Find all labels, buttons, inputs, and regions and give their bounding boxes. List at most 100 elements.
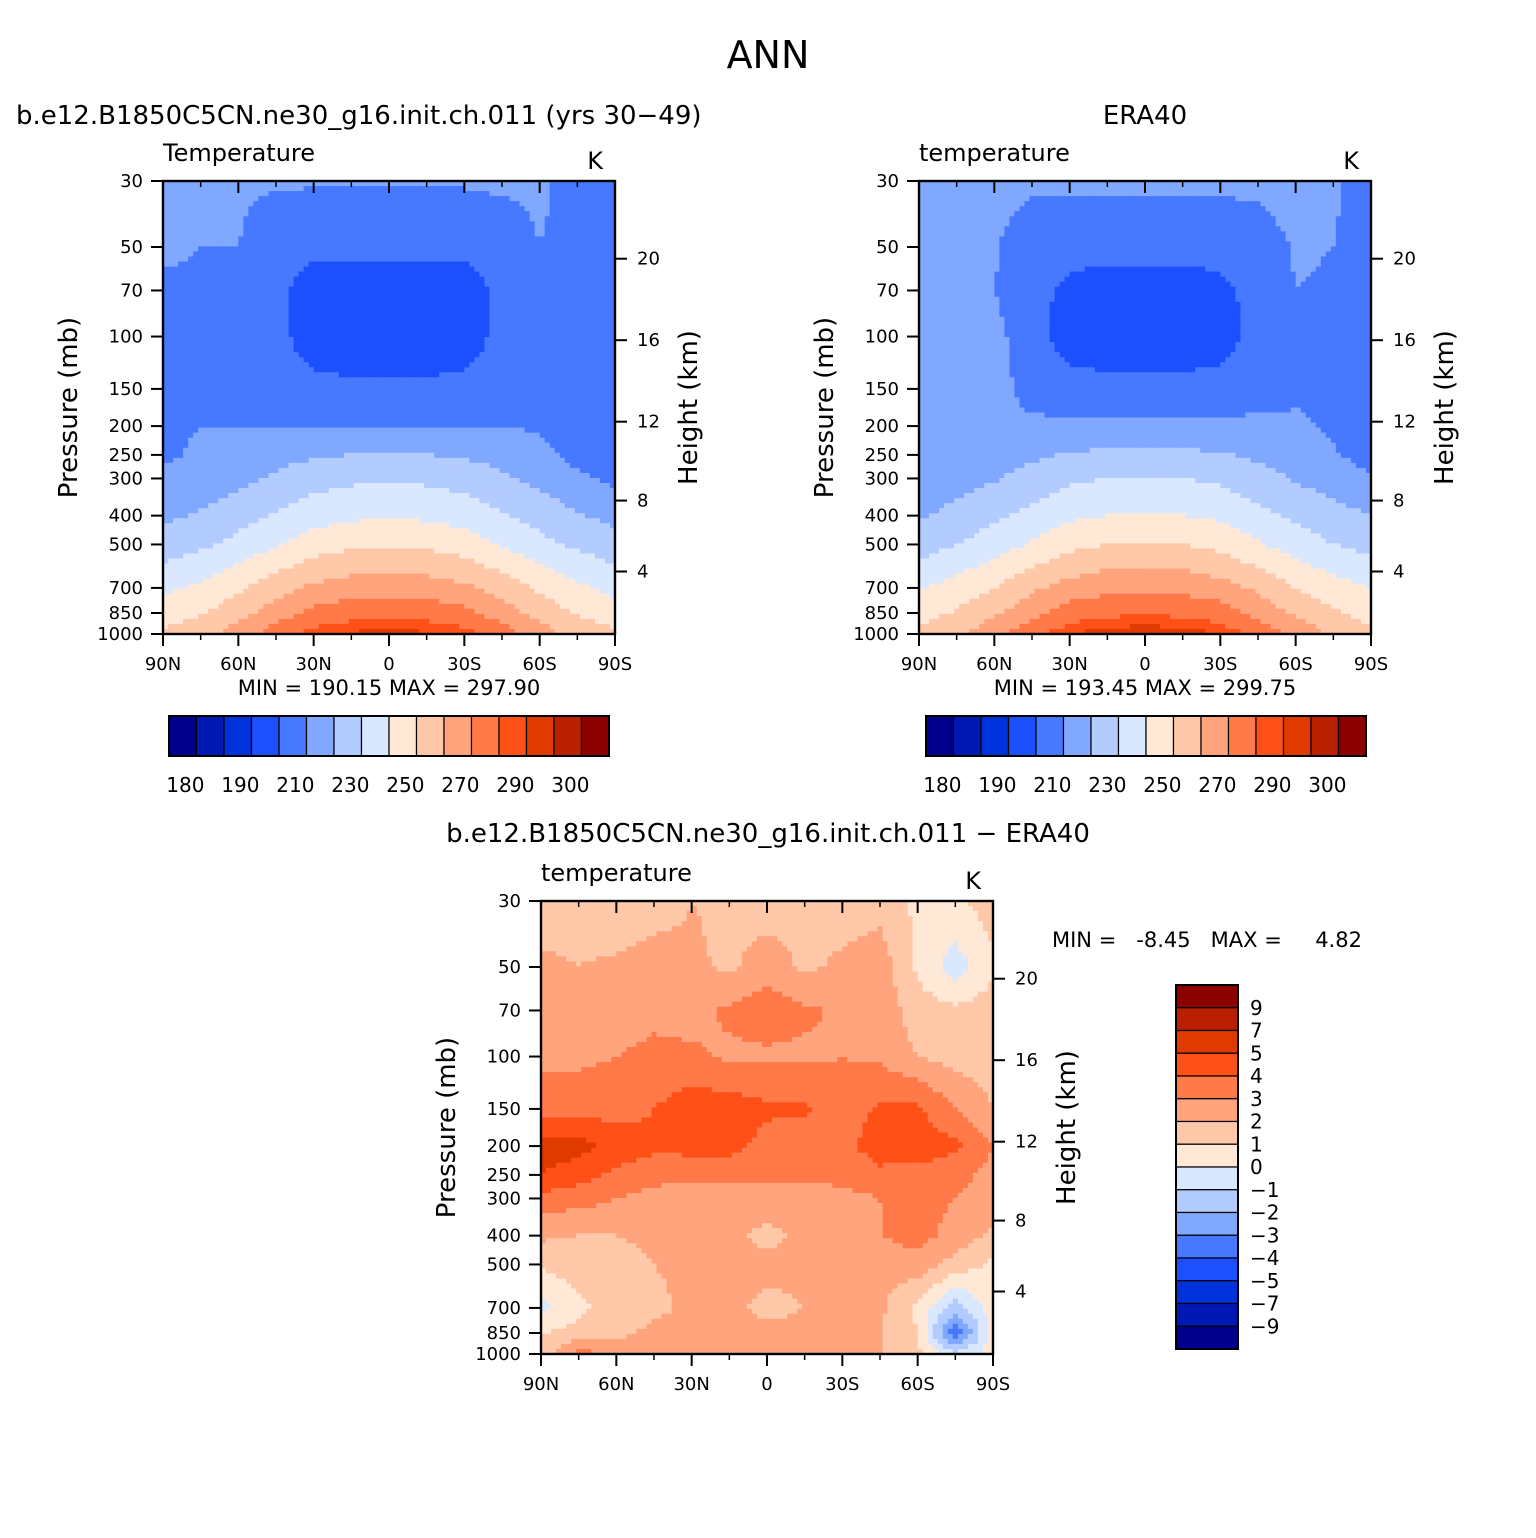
field-cell: [303, 251, 310, 258]
field-cell: [163, 246, 169, 253]
field-cell: [514, 296, 521, 303]
field-cell: [378, 181, 385, 187]
field-cell: [248, 181, 254, 187]
field-cell: [414, 286, 420, 293]
field-cell: [348, 382, 355, 388]
field-cell: [404, 231, 410, 237]
field-cell: [278, 271, 285, 278]
field-cell: [444, 226, 450, 232]
field-cell: [414, 452, 420, 459]
field-cell: [213, 191, 219, 197]
field-cell: [308, 457, 315, 464]
field-cell: [524, 452, 531, 459]
field-cell: [303, 216, 310, 222]
field-cell: [429, 347, 435, 353]
field-cell: [434, 211, 440, 217]
field-cell: [594, 316, 601, 323]
field-cell: [328, 246, 335, 253]
field-cell: [248, 301, 254, 308]
field-cell: [494, 216, 501, 222]
field-cell: [424, 372, 430, 378]
field-cell: [283, 251, 290, 258]
field-cell: [308, 191, 315, 197]
field-cell: [243, 412, 249, 419]
field-cell: [178, 392, 184, 399]
field-cell: [348, 427, 355, 434]
field-cell: [559, 387, 566, 393]
field-cell: [183, 447, 189, 454]
field-cell: [298, 276, 305, 283]
field-cell: [579, 186, 586, 192]
field-cell: [313, 231, 320, 237]
field-cell: [589, 286, 596, 293]
field-cell: [203, 181, 209, 187]
field-cell: [363, 286, 370, 293]
field-cell: [363, 347, 370, 353]
field-cell: [404, 332, 410, 338]
field-cell: [449, 397, 455, 404]
field-cell: [338, 201, 345, 207]
field-cell: [348, 377, 355, 383]
field-cell: [414, 226, 420, 232]
field-cell: [539, 306, 546, 313]
field-cell: [248, 337, 254, 343]
field-cell: [283, 352, 290, 358]
field-cell: [208, 321, 214, 328]
field-cell: [223, 296, 229, 303]
field-cell: [178, 326, 184, 333]
field-cell: [544, 347, 551, 353]
field-cell: [193, 271, 199, 278]
field-cell: [394, 447, 400, 454]
field-cell: [399, 332, 405, 338]
field-cell: [173, 407, 179, 414]
field-cell: [534, 452, 541, 459]
field-cell: [409, 427, 415, 434]
field-cell: [564, 201, 571, 207]
field-cell: [338, 367, 345, 373]
field-cell: [378, 251, 385, 258]
field-cell: [173, 417, 179, 424]
field-cell: [399, 447, 405, 454]
field-cell: [228, 357, 234, 363]
field-cell: [353, 271, 360, 278]
field-cell: [514, 201, 521, 207]
field-cell: [338, 437, 345, 444]
field-cell: [333, 251, 340, 258]
field-cell: [464, 412, 470, 419]
field-cell: [288, 392, 295, 399]
field-cell: [604, 337, 611, 343]
field-cell: [178, 442, 184, 449]
field-cell: [429, 261, 435, 268]
field-cell: [439, 432, 445, 439]
field-cell: [343, 311, 350, 318]
field-cell: [609, 236, 616, 242]
field-cell: [494, 221, 501, 227]
field-cell: [318, 402, 325, 409]
field-cell: [183, 326, 189, 333]
field-cell: [444, 357, 450, 363]
field-cell: [504, 367, 511, 373]
field-cell: [263, 432, 270, 439]
field-cell: [213, 412, 219, 419]
field-cell: [434, 321, 440, 328]
field-cell: [484, 196, 491, 202]
field-cell: [378, 231, 385, 237]
field-cell: [589, 326, 596, 333]
field-cell: [313, 367, 320, 373]
field-cell: [273, 281, 280, 288]
field-cell: [343, 181, 350, 187]
field-cell: [534, 337, 541, 343]
field-cell: [338, 372, 345, 378]
field-cell: [233, 246, 239, 253]
field-cell: [569, 306, 576, 313]
field-cell: [268, 332, 275, 338]
field-cell: [328, 206, 335, 212]
field-cell: [404, 382, 410, 388]
field-cell: [554, 392, 561, 399]
field-cell: [484, 342, 491, 348]
field-cell: [459, 357, 465, 363]
field-cell: [233, 231, 239, 237]
field-cell: [273, 332, 280, 338]
field-cell: [464, 352, 470, 358]
field-cell: [494, 296, 501, 303]
